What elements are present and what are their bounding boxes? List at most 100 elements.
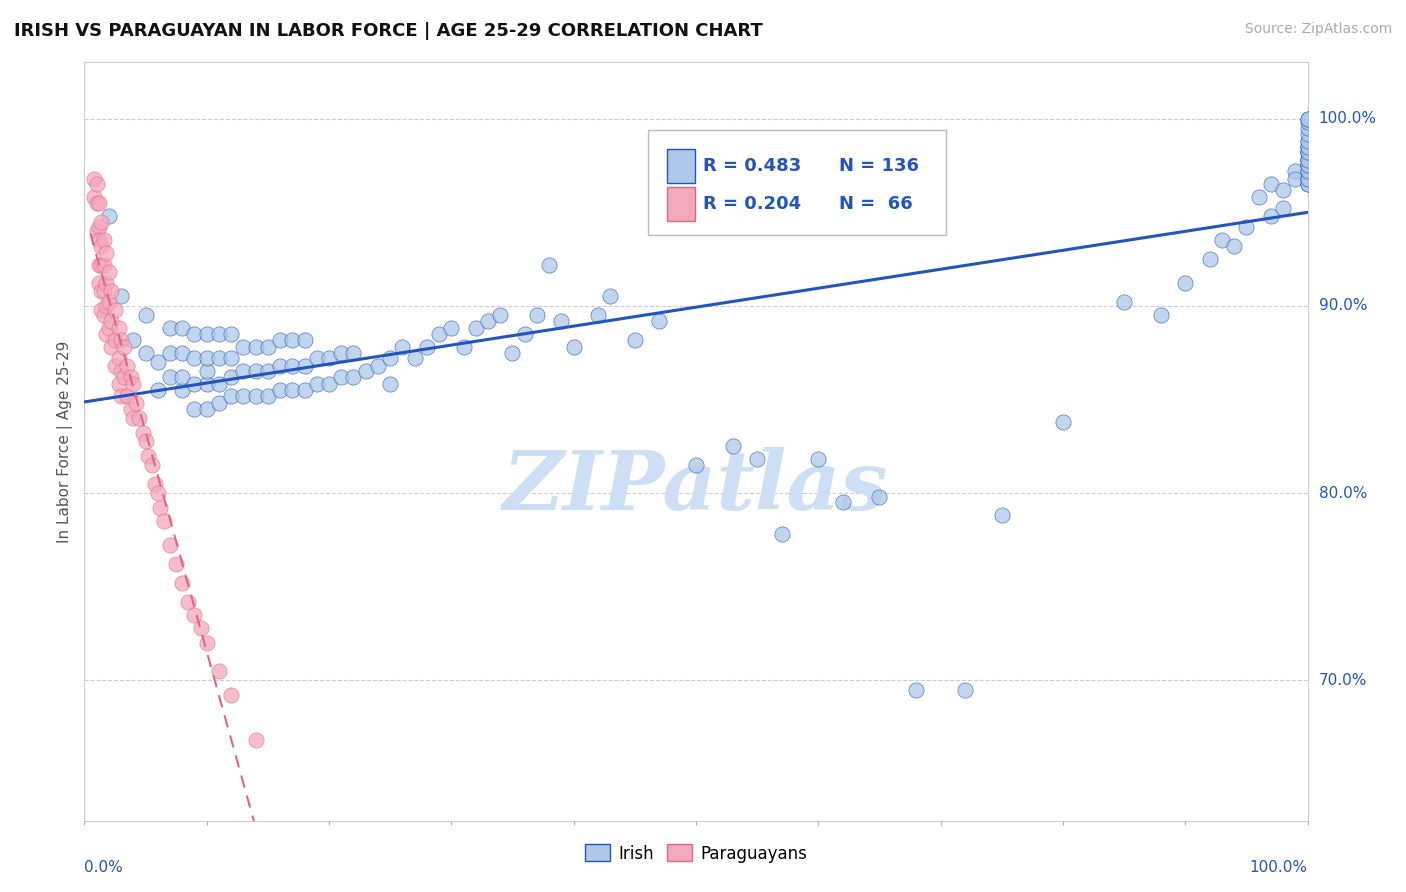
Point xyxy=(367,359,389,373)
Point xyxy=(172,370,194,384)
Point xyxy=(245,340,267,354)
Point xyxy=(1114,295,1136,310)
Point xyxy=(219,688,242,702)
Point xyxy=(96,246,118,260)
Point xyxy=(257,340,280,354)
Point xyxy=(305,351,328,366)
Point xyxy=(104,302,127,317)
Point xyxy=(183,326,205,341)
Text: 90.0%: 90.0% xyxy=(1319,298,1367,313)
Point xyxy=(110,364,132,378)
Point xyxy=(112,370,135,384)
Point xyxy=(354,364,377,378)
Point xyxy=(281,383,304,397)
Point xyxy=(721,439,744,453)
Point xyxy=(1260,177,1282,191)
Point xyxy=(245,364,267,378)
Text: 70.0%: 70.0% xyxy=(1319,673,1367,688)
Point xyxy=(305,377,328,392)
Point xyxy=(128,411,150,425)
Point xyxy=(342,345,364,359)
Point xyxy=(100,314,122,328)
Point xyxy=(1296,171,1319,186)
Point xyxy=(648,314,671,328)
Point xyxy=(107,351,129,366)
Point xyxy=(404,351,426,366)
Point xyxy=(83,190,105,204)
Point xyxy=(135,345,157,359)
Point xyxy=(1296,134,1319,148)
Point xyxy=(135,434,157,448)
Point xyxy=(96,326,118,341)
Point xyxy=(146,355,169,369)
Point xyxy=(513,326,536,341)
Point xyxy=(257,364,280,378)
Text: N =  66: N = 66 xyxy=(839,194,912,213)
Point xyxy=(1296,145,1319,160)
Point xyxy=(159,538,181,552)
Point xyxy=(269,333,291,347)
Point xyxy=(195,401,218,416)
Point xyxy=(1296,153,1319,167)
Point xyxy=(183,351,205,366)
Point xyxy=(1296,139,1319,153)
Point xyxy=(1296,153,1319,167)
Point xyxy=(96,299,118,313)
Point xyxy=(1296,145,1319,160)
Point xyxy=(526,308,548,322)
Point xyxy=(112,340,135,354)
Point xyxy=(770,527,793,541)
Point xyxy=(1296,145,1319,160)
Point xyxy=(1296,171,1319,186)
Point xyxy=(115,359,138,373)
Point xyxy=(136,449,159,463)
Point xyxy=(232,364,254,378)
Point xyxy=(245,389,267,403)
Point xyxy=(190,621,212,635)
Point xyxy=(380,351,402,366)
Text: 0.0%: 0.0% xyxy=(84,860,124,874)
Point xyxy=(1296,158,1319,172)
Point xyxy=(107,321,129,335)
Point xyxy=(159,321,181,335)
Point xyxy=(146,383,169,397)
Point xyxy=(122,411,145,425)
Point xyxy=(905,682,928,697)
Point xyxy=(165,557,187,571)
Point xyxy=(172,345,194,359)
Point xyxy=(1247,190,1270,204)
Point xyxy=(747,452,769,467)
Point xyxy=(294,359,316,373)
Point xyxy=(1284,171,1306,186)
Point xyxy=(90,239,112,253)
Point xyxy=(104,359,127,373)
Point xyxy=(115,389,138,403)
Legend: Irish, Paraguayans: Irish, Paraguayans xyxy=(578,838,814,869)
Point xyxy=(427,326,450,341)
Point xyxy=(1236,220,1258,235)
Point xyxy=(440,321,463,335)
Point xyxy=(1296,171,1319,186)
Point xyxy=(90,214,112,228)
Point xyxy=(1296,158,1319,172)
Point xyxy=(87,220,110,235)
Point xyxy=(1296,112,1319,126)
Text: IRISH VS PARAGUAYAN IN LABOR FORCE | AGE 25-29 CORRELATION CHART: IRISH VS PARAGUAYAN IN LABOR FORCE | AGE… xyxy=(14,22,763,40)
Point xyxy=(219,326,242,341)
Point xyxy=(1296,139,1319,153)
Point xyxy=(97,209,120,223)
Point xyxy=(125,396,148,410)
Point xyxy=(96,277,118,291)
Point xyxy=(1272,202,1295,216)
Point xyxy=(100,340,122,354)
Point xyxy=(232,389,254,403)
Point xyxy=(257,389,280,403)
Point xyxy=(195,351,218,366)
Point xyxy=(208,396,231,410)
Point xyxy=(183,401,205,416)
Point xyxy=(380,377,402,392)
Point xyxy=(342,370,364,384)
Point xyxy=(93,258,115,272)
Point xyxy=(599,289,621,303)
Text: N = 136: N = 136 xyxy=(839,157,920,175)
